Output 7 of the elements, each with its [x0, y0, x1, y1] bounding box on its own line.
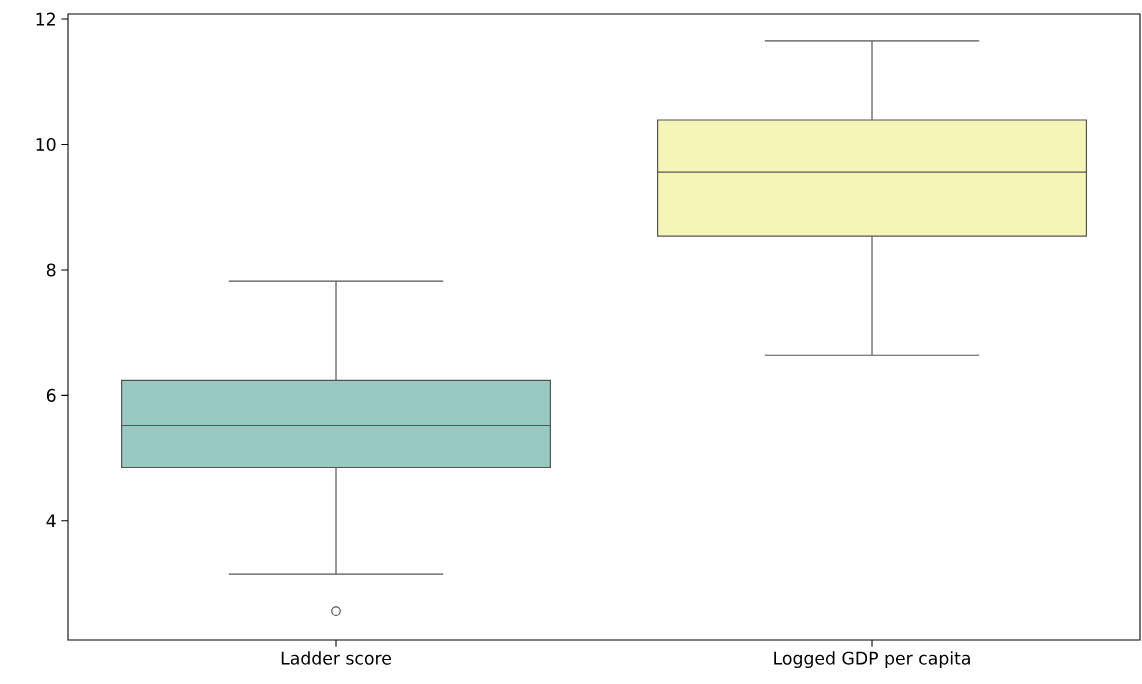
x-tick-label: Ladder score: [281, 651, 391, 665]
y-tick-label: 6: [46, 388, 56, 402]
y-tick-label: 8: [46, 263, 56, 277]
x-tick-label: Logged GDP per capita: [774, 651, 970, 669]
y-tick-label: 10: [36, 137, 56, 151]
y-tick-label: 12: [36, 12, 55, 26]
y-tick-label: 4: [46, 514, 56, 528]
